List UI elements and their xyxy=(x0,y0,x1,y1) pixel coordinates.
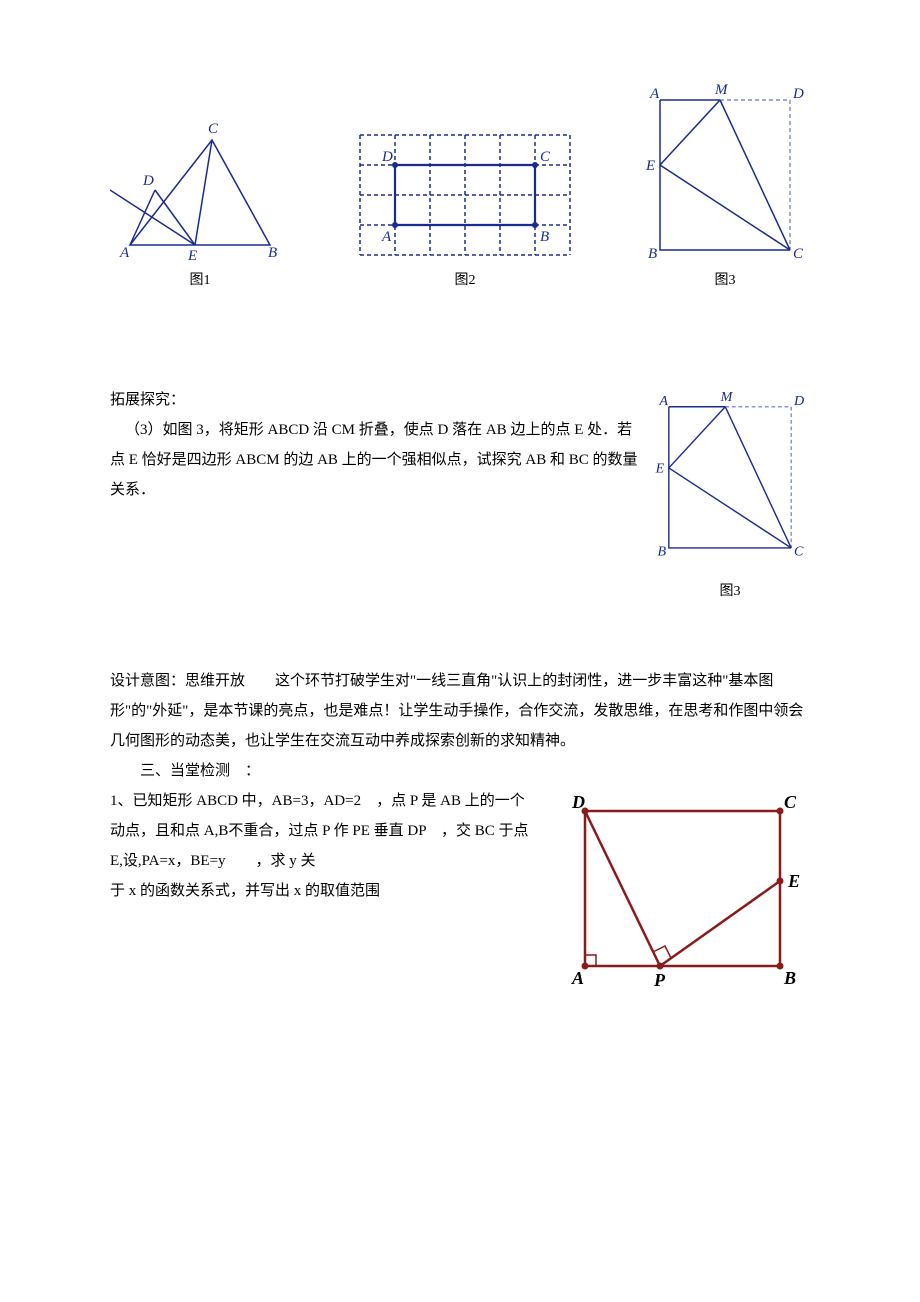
figure-3b: A M D E B C 图3 xyxy=(650,385,810,606)
figure-1: A B C D E 图1 xyxy=(110,115,290,295)
label-C: C xyxy=(540,149,551,165)
figure-2: D C A B 图2 xyxy=(350,125,580,295)
label-M: M xyxy=(714,82,729,98)
figure-3b-label: 图3 xyxy=(650,578,810,606)
figure-3b-svg: A M D E B C xyxy=(650,385,810,565)
label-E: E xyxy=(645,158,655,174)
label-A: A xyxy=(649,86,660,102)
test-heading: 三、当堂检测 ： xyxy=(110,756,810,786)
label-D: D xyxy=(142,173,154,189)
question-1: D C E B A P 1、已知矩形 ABCD 中，AB=3，AD=2 ，点 P… xyxy=(110,786,810,1007)
label-C: C xyxy=(208,121,219,137)
label-B: B xyxy=(540,229,549,245)
label-E: E xyxy=(655,461,665,477)
figure-1-svg: A B C D E xyxy=(110,115,290,265)
label-B: B xyxy=(648,246,657,262)
label-A: A xyxy=(571,968,584,988)
label-D: D xyxy=(381,149,393,165)
figure-4-svg: D C E B A P xyxy=(550,786,810,996)
label-B: B xyxy=(658,543,667,559)
label-B: B xyxy=(268,245,277,261)
label-D: D xyxy=(793,393,804,409)
label-C: C xyxy=(794,543,804,559)
figure-1-label: 图1 xyxy=(190,267,211,295)
label-M: M xyxy=(720,389,734,405)
label-C: C xyxy=(784,792,797,812)
figure-2-svg: D C A B xyxy=(350,125,580,265)
label-A: A xyxy=(658,393,668,409)
label-A: A xyxy=(119,245,130,261)
label-P: P xyxy=(653,970,666,990)
label-D: D xyxy=(792,86,804,102)
label-E: E xyxy=(787,871,800,891)
figure-3-svg: A M D E B C xyxy=(640,80,810,265)
design-intent: 设计意图：思维开放 这个环节打破学生对"一线三直角"认识上的封闭性，进一步丰富这… xyxy=(110,666,810,756)
label-A: A xyxy=(381,229,392,245)
label-C: C xyxy=(793,246,804,262)
expand-section: A M D E B C 图3 拓展探究： （3）如图 3，将矩形 ABCD 沿 … xyxy=(110,385,810,606)
figure-4: D C E B A P xyxy=(550,786,810,1007)
label-D: D xyxy=(571,792,585,812)
figure-2-label: 图2 xyxy=(455,267,476,295)
figure-row-1: A B C D E 图1 xyxy=(110,80,810,295)
figure-3-label: 图3 xyxy=(715,267,736,295)
label-E: E xyxy=(187,248,197,264)
label-B: B xyxy=(783,968,796,988)
figure-3: A M D E B C 图3 xyxy=(640,80,810,295)
